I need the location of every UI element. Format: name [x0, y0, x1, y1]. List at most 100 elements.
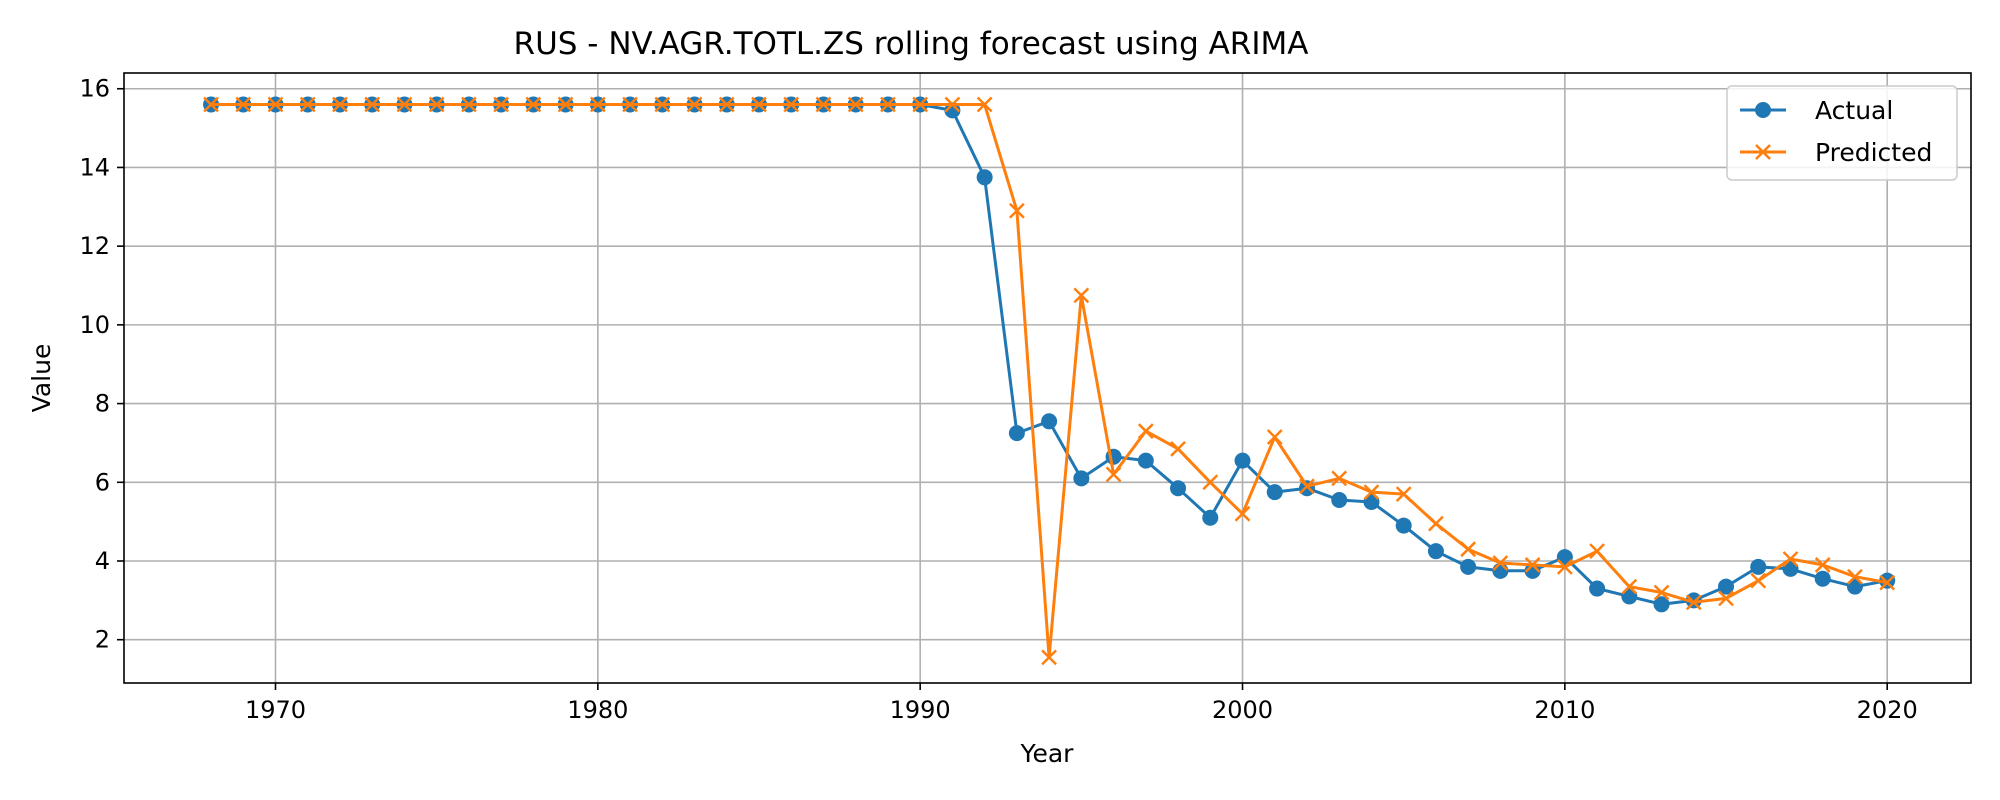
data-point-actual	[1395, 517, 1412, 534]
data-point-predicted	[1492, 555, 1509, 571]
data-point-predicted	[1814, 557, 1831, 573]
data-point-predicted	[912, 96, 929, 113]
data-point-predicted	[1363, 484, 1380, 501]
data-point-predicted	[847, 96, 864, 113]
data-point-predicted	[1428, 515, 1444, 532]
data-point-actual	[1492, 562, 1509, 579]
data-point-actual	[1621, 588, 1638, 605]
x-axis-label: Year	[1020, 739, 1075, 768]
series-predicted	[203, 96, 1896, 666]
y-tick-label: 8	[95, 390, 110, 418]
legend-predicted-marker	[1755, 144, 1771, 160]
x-tick-label: 2000	[1212, 696, 1273, 724]
data-point-predicted	[1041, 649, 1057, 666]
data-point-actual	[1589, 580, 1606, 597]
data-point-actual	[1782, 560, 1799, 577]
data-point-predicted	[1202, 474, 1219, 491]
data-point-actual	[1524, 562, 1541, 579]
data-point-predicted	[589, 96, 606, 113]
data-point-actual	[1814, 570, 1831, 587]
data-point-predicted	[783, 96, 800, 113]
legend-predicted-label: Predicted	[1815, 138, 1932, 167]
data-point-actual	[1202, 509, 1219, 526]
data-point-actual	[1170, 480, 1187, 497]
legend-actual-label: Actual	[1815, 96, 1893, 125]
y-tick-label: 10	[79, 311, 110, 339]
data-point-predicted	[622, 96, 638, 113]
series-layer	[203, 96, 1896, 666]
y-tick-label: 6	[95, 468, 110, 496]
data-point-predicted	[1170, 440, 1186, 457]
data-point-actual	[1137, 452, 1154, 469]
data-point-predicted	[525, 96, 542, 113]
data-point-actual	[1685, 592, 1702, 609]
chart-title: RUS - NV.AGR.TOTL.ZS rolling forecast us…	[514, 26, 1309, 62]
data-point-predicted	[557, 96, 574, 113]
data-point-actual	[1234, 452, 1251, 469]
y-tick-label: 4	[95, 547, 110, 575]
data-point-predicted	[1847, 568, 1863, 585]
data-point-predicted	[1879, 574, 1896, 591]
data-point-predicted	[1460, 541, 1477, 558]
series-line-actual	[211, 103, 1888, 606]
data-point-predicted	[944, 96, 961, 113]
data-point-actual	[944, 102, 961, 119]
data-point-actual	[1041, 413, 1058, 430]
data-point-actual	[1073, 470, 1090, 487]
data-point-predicted	[396, 96, 413, 113]
data-point-predicted	[1653, 584, 1670, 601]
data-point-actual	[1298, 480, 1315, 497]
data-point-actual	[976, 169, 993, 186]
data-point-predicted	[1556, 559, 1573, 575]
data-point-actual	[1331, 492, 1348, 508]
data-point-predicted	[1266, 429, 1283, 445]
data-point-predicted	[1621, 578, 1638, 595]
data-point-actual	[1846, 578, 1863, 595]
x-tick-label: 1970	[245, 696, 306, 724]
data-point-actual	[1879, 572, 1896, 589]
data-point-predicted	[1137, 423, 1154, 440]
data-point-predicted	[461, 96, 477, 113]
data-point-predicted	[428, 96, 445, 113]
data-point-predicted	[1008, 202, 1025, 219]
data-point-predicted	[332, 96, 348, 113]
y-tick-label: 16	[79, 75, 110, 103]
data-point-predicted	[1524, 557, 1541, 573]
data-point-predicted	[1685, 594, 1702, 611]
data-point-predicted	[1234, 505, 1251, 522]
data-point-predicted	[1750, 572, 1767, 589]
plot-area-frame	[123, 72, 1972, 684]
data-point-predicted	[880, 96, 896, 113]
y-tick-label: 14	[79, 153, 110, 181]
data-point-predicted	[1589, 543, 1605, 560]
data-point-predicted	[976, 96, 993, 113]
y-axis-label: Value	[27, 344, 56, 413]
data-point-predicted	[751, 96, 767, 113]
x-tick-label: 2010	[1534, 696, 1595, 724]
x-tick-label: 1980	[567, 696, 628, 724]
data-point-predicted	[267, 96, 284, 113]
data-point-predicted	[1073, 287, 1090, 304]
data-point-actual	[1718, 578, 1735, 595]
data-point-predicted	[1718, 590, 1734, 607]
data-point-predicted	[493, 96, 510, 113]
data-point-actual	[1750, 558, 1767, 575]
ticks: 1970 1980 1990 2000 2010 2020 2 4 6 8 10 12 14 16	[79, 75, 1917, 724]
x-tick-label: 1990	[890, 696, 951, 724]
y-tick-label: 2	[95, 626, 110, 654]
data-point-predicted	[686, 96, 703, 113]
legend: Actual Predicted	[1726, 85, 1958, 181]
data-point-actual	[1427, 543, 1444, 560]
data-point-actual	[1008, 425, 1025, 442]
x-tick-label: 2020	[1857, 696, 1918, 724]
series-line-predicted	[211, 103, 1888, 659]
data-point-actual	[1556, 549, 1573, 566]
data-point-predicted	[654, 96, 671, 113]
data-point-predicted	[1105, 466, 1122, 483]
y-tick-label: 12	[79, 232, 110, 260]
data-point-predicted	[1395, 486, 1412, 502]
data-point-actual	[1653, 596, 1670, 613]
legend-actual-marker	[1755, 102, 1771, 118]
data-point-predicted	[364, 96, 381, 113]
data-point-predicted	[203, 96, 219, 113]
